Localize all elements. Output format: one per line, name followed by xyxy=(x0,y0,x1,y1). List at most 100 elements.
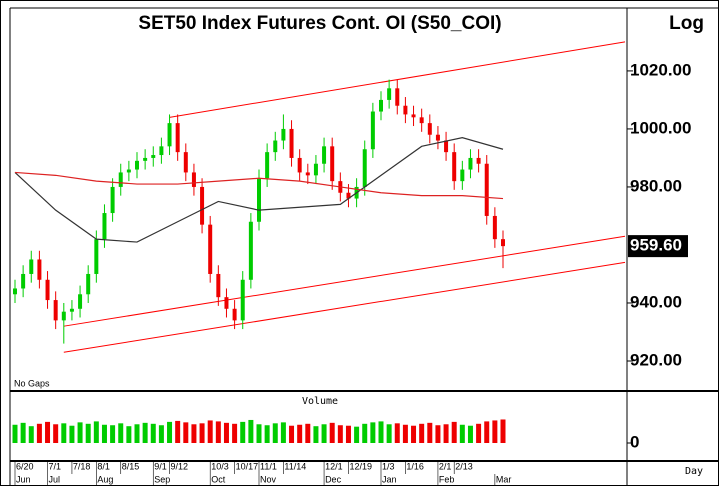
volume-bar xyxy=(85,423,91,443)
candle-body xyxy=(29,259,34,274)
candle-body xyxy=(460,169,465,182)
volume-bar xyxy=(93,421,99,443)
volume-bar xyxy=(386,424,392,443)
candle-body xyxy=(313,163,318,176)
volume-bar xyxy=(289,425,295,443)
volume-bar xyxy=(150,423,156,443)
candle-body xyxy=(265,152,270,179)
volume-bar xyxy=(435,425,441,443)
volume-bar xyxy=(394,423,400,443)
volume-bar xyxy=(61,423,67,443)
month-label: Mar xyxy=(496,474,512,484)
volume-bar xyxy=(492,420,498,443)
volume-bar xyxy=(175,420,181,443)
volume-bar xyxy=(191,424,197,443)
candle-body xyxy=(53,300,58,321)
channel-line xyxy=(63,235,626,327)
candle-body xyxy=(273,140,278,153)
volume-bar xyxy=(142,422,148,443)
volume-bar xyxy=(313,426,319,443)
candle-body xyxy=(86,273,91,295)
month-label: Jan xyxy=(382,474,397,484)
x-tick-label: 9/1 xyxy=(154,461,167,471)
volume-bar xyxy=(232,423,238,443)
volume-bar xyxy=(256,424,262,443)
month-label: Aug xyxy=(97,474,113,484)
volume-bar xyxy=(484,421,490,443)
candle-body xyxy=(257,178,261,222)
channel-line xyxy=(63,261,626,353)
candle-body xyxy=(427,123,432,135)
volume-label: Volume xyxy=(302,396,338,407)
volume-bar xyxy=(321,424,327,443)
volume-bar xyxy=(459,424,465,443)
candle-body xyxy=(248,221,253,280)
candle-body xyxy=(346,192,351,199)
gap-label: No Gaps xyxy=(14,378,50,388)
candle-body xyxy=(69,308,74,312)
x-tick-label: 2/1 xyxy=(439,461,452,471)
volume-bar xyxy=(77,422,83,443)
y-tick-label: 1020.00 xyxy=(630,60,691,79)
volume-bar xyxy=(118,423,124,443)
candle-body xyxy=(322,146,327,164)
x-tick-label: 1/16 xyxy=(406,461,424,471)
chart-title: SET50 Index Futures Cont. OI (S50_COI) xyxy=(138,13,501,34)
candle-body xyxy=(183,152,188,173)
volume-bar xyxy=(402,424,408,443)
volume-bar xyxy=(199,423,205,443)
last-price-box xyxy=(628,235,688,258)
volume-bar xyxy=(126,426,132,443)
volume-bar xyxy=(370,422,376,443)
month-label: Jun xyxy=(16,474,31,484)
candle-body xyxy=(330,146,335,182)
volume-bar xyxy=(378,421,384,443)
volume-bar xyxy=(297,424,303,443)
volume-bar xyxy=(28,426,34,443)
candle-body xyxy=(21,273,26,289)
x-tick-label: 11/14 xyxy=(284,461,306,471)
volume-bar xyxy=(53,424,59,443)
month-label: Oct xyxy=(211,474,226,484)
last-price-label: 959.60 xyxy=(630,236,682,255)
candle-body xyxy=(435,134,440,141)
volume-bar xyxy=(248,419,254,443)
x-tick-label: 1/3 xyxy=(382,461,395,471)
x-tick-label: 7/18 xyxy=(73,461,91,471)
volume-bar xyxy=(158,425,164,443)
candle-body xyxy=(232,308,237,321)
volume-bar xyxy=(167,421,173,443)
volume-bar xyxy=(305,423,311,443)
candle-body xyxy=(45,279,50,301)
candle-body xyxy=(175,123,180,153)
candle-body xyxy=(191,172,196,187)
candle-body xyxy=(501,239,505,247)
candle-body xyxy=(468,157,473,170)
volume-bar xyxy=(223,422,229,443)
candle-body xyxy=(362,149,367,187)
month-label: Nov xyxy=(260,474,277,484)
candle-body xyxy=(395,88,400,106)
candle-body xyxy=(305,172,310,176)
y-tick-label: 940.00 xyxy=(630,292,682,311)
candle-body xyxy=(118,172,123,187)
candle-body xyxy=(240,279,245,321)
volume-bar xyxy=(476,423,482,443)
candle-body xyxy=(143,157,148,161)
candle-body xyxy=(94,239,99,274)
volume-bar xyxy=(354,426,360,443)
candle-body xyxy=(61,311,66,321)
volume-tick-label: 0 xyxy=(630,432,639,451)
candle-body xyxy=(102,213,107,240)
candle-body xyxy=(419,117,424,124)
volume-bar xyxy=(207,420,213,443)
x-tick-label: 8/1 xyxy=(97,461,110,471)
volume-bar xyxy=(183,422,189,443)
y-tick-label: 1000.00 xyxy=(630,118,691,137)
candle-body xyxy=(110,186,115,214)
candle-body xyxy=(159,146,164,156)
volume-bar xyxy=(215,421,221,443)
x-tick-label: 9/12 xyxy=(171,461,189,471)
volume-bar xyxy=(101,424,107,443)
